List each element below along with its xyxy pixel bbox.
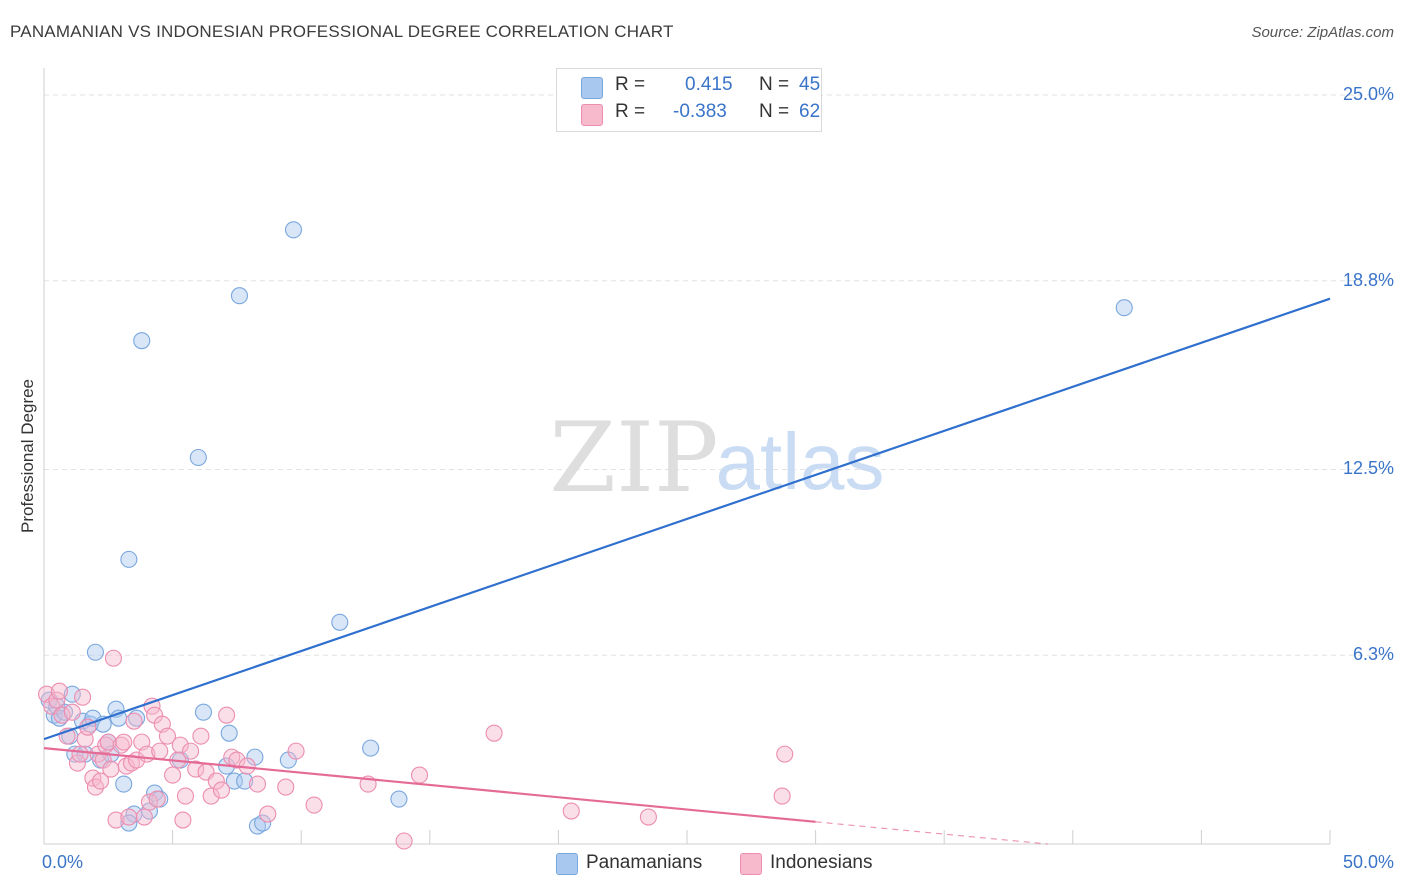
point-indonesian	[182, 742, 200, 760]
point-panamanian	[254, 814, 272, 832]
point-indonesian	[53, 706, 71, 724]
point-indonesian	[187, 760, 205, 778]
point-indonesian	[174, 811, 192, 829]
point-panamanian	[225, 772, 243, 790]
point-indonesian	[50, 682, 68, 700]
point-indonesian	[164, 766, 182, 784]
axes	[43, 68, 1331, 845]
x-tick-label-min: 0.0%	[42, 852, 84, 872]
stats-legend: R = 0.415 N = 45 R = -0.383 N = 62	[556, 68, 822, 132]
y-tick-label: 6.3%	[1352, 644, 1394, 665]
point-indonesian	[218, 706, 236, 724]
legend-n-label: N =	[759, 101, 790, 122]
legend-n-value: 62	[799, 101, 821, 122]
point-indonesian	[287, 742, 305, 760]
point-indonesian	[202, 787, 220, 805]
point-indonesian	[171, 736, 189, 754]
y-tick-label: 12.5%	[1342, 458, 1394, 479]
y-tick-label: 25.0%	[1342, 83, 1394, 104]
point-panamanian	[120, 814, 138, 832]
legend-r-value: -0.383	[673, 101, 727, 122]
point-indonesian	[207, 772, 225, 790]
point-indonesian	[151, 742, 169, 760]
legend-label-panamanians: Panamanians	[586, 852, 703, 873]
legend-r-value: 0.415	[685, 74, 733, 95]
point-indonesian	[248, 775, 267, 793]
point-panamanian	[331, 613, 349, 631]
chart-title: PANAMANIAN VS INDONESIAN PROFESSIONAL DE…	[10, 22, 674, 41]
point-panamanian	[194, 703, 213, 721]
point-panamanian	[236, 772, 254, 790]
point-panamanian	[115, 775, 133, 793]
point-indonesian	[120, 808, 138, 826]
point-indonesian	[107, 811, 125, 829]
point-panamanian	[248, 817, 267, 835]
point-indonesian	[125, 712, 143, 730]
point-indonesian	[212, 781, 231, 799]
point-indonesian	[410, 766, 429, 784]
point-indonesian	[104, 649, 122, 667]
point-indonesian	[63, 703, 81, 721]
point-indonesian	[158, 727, 177, 745]
legend-r-label: R =	[615, 74, 646, 95]
point-panamanian	[1115, 299, 1133, 317]
point-indonesian	[92, 772, 110, 790]
watermark-atlas: atlas	[716, 417, 885, 506]
point-panamanian	[220, 724, 238, 742]
point-indonesian	[117, 757, 135, 775]
point-indonesian	[135, 808, 153, 826]
point-indonesian	[639, 808, 657, 826]
source-label: Source: ZipAtlas.com	[1251, 24, 1394, 41]
point-indonesian	[562, 802, 580, 820]
point-indonesian	[102, 760, 120, 778]
legend-swatch-indonesians	[581, 104, 603, 126]
point-indonesian	[773, 787, 791, 805]
y-axis-label: Professional Degree	[18, 378, 37, 534]
point-indonesian	[192, 727, 210, 745]
point-panamanian	[362, 739, 380, 757]
point-indonesian	[71, 745, 89, 763]
x-tick-label-max: 50.0%	[1342, 852, 1394, 872]
trend-line-indonesians	[43, 747, 816, 823]
trend-line-panamanians	[43, 297, 1331, 741]
point-panamanian	[230, 287, 249, 305]
data-points	[38, 221, 1133, 850]
trend-lines	[43, 297, 1331, 845]
point-panamanian	[390, 790, 408, 808]
legend-swatch-panamanians	[581, 77, 603, 99]
legend-label-indonesians: Indonesians	[770, 852, 873, 873]
legend-r-label: R =	[615, 101, 646, 122]
point-indonesian	[99, 733, 117, 751]
trend-line-indonesians-extension	[815, 821, 1048, 845]
point-panamanian	[63, 685, 81, 703]
point-indonesian	[122, 754, 140, 772]
point-panamanian	[284, 221, 303, 239]
point-panamanian	[120, 550, 138, 568]
legend-swatch-panamanians	[556, 853, 578, 875]
legend-n-label: N =	[759, 74, 790, 95]
point-panamanian	[86, 643, 104, 661]
point-indonesian	[176, 787, 195, 805]
point-indonesian	[776, 745, 794, 763]
point-panamanian	[133, 332, 151, 350]
point-panamanian	[189, 448, 207, 467]
point-indonesian	[395, 832, 413, 850]
y-tick-label: 18.8%	[1342, 269, 1394, 290]
point-indonesian	[228, 751, 246, 769]
point-indonesian	[115, 733, 133, 751]
legend-swatch-indonesians	[740, 853, 762, 875]
point-indonesian	[74, 688, 92, 706]
point-indonesian	[485, 724, 503, 742]
point-indonesian	[112, 736, 130, 754]
grid-lines	[44, 94, 1394, 656]
point-panamanian	[128, 709, 146, 727]
watermark-zip: ZIP	[549, 402, 718, 514]
legend-n-value: 45	[799, 74, 821, 95]
point-indonesian	[259, 805, 277, 823]
point-indonesian	[305, 796, 323, 814]
point-indonesian	[148, 790, 166, 808]
point-indonesian	[277, 778, 295, 796]
